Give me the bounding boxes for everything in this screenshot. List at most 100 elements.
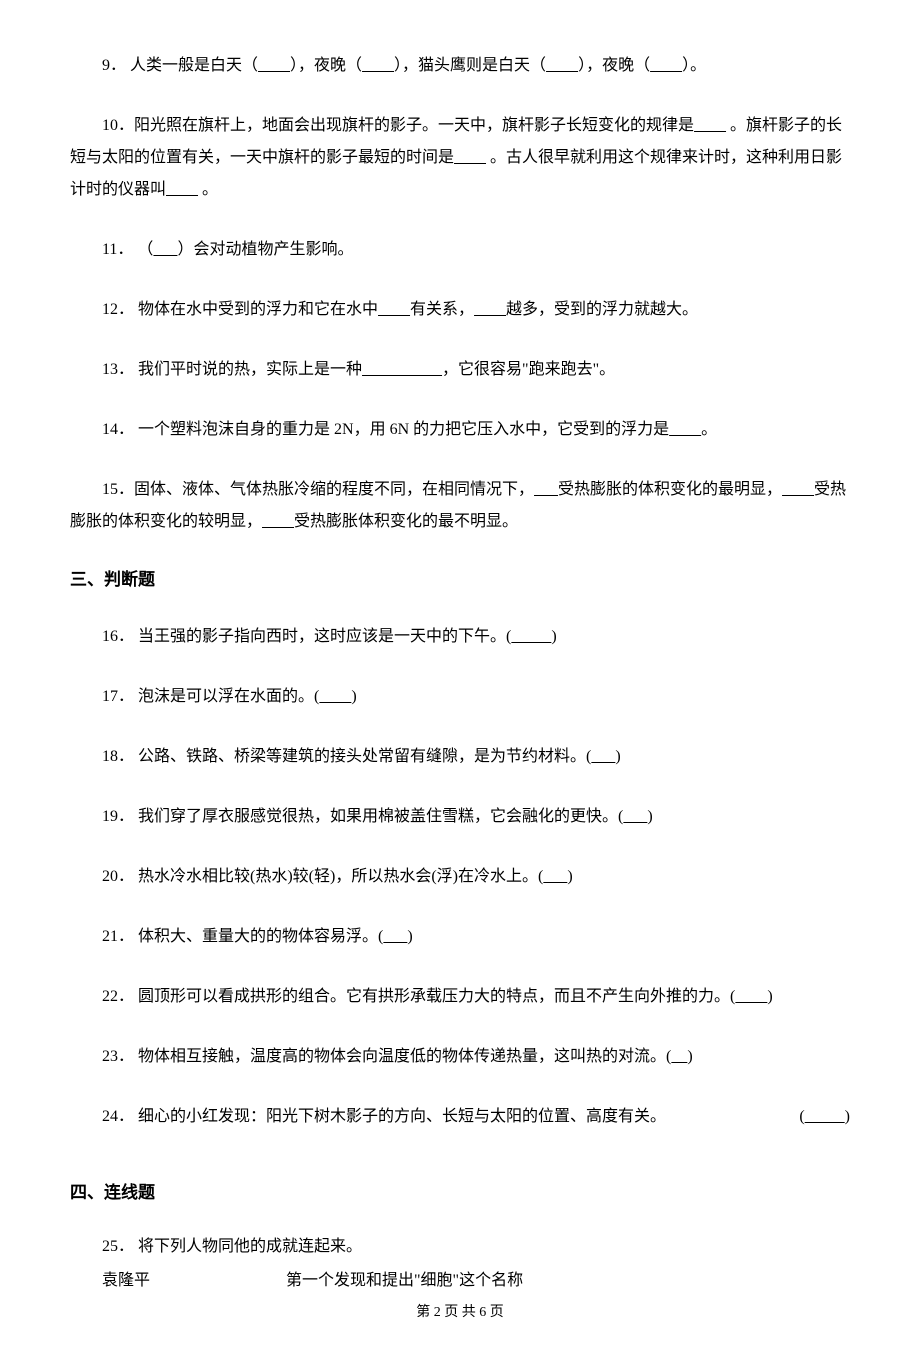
question-10: 10．阳光照在旗杆上，地面会出现旗杆的影子。一天中，旗杆影子长短变化的规律是 。… [70, 110, 850, 206]
footer-t1: 第 [416, 1305, 434, 1320]
q21-num: 21． [102, 928, 134, 945]
q25-text: 将下列人物同他的成就连起来。 [138, 1238, 362, 1255]
question-11: 11． （ ）会对动植物产生影响。 [70, 234, 850, 266]
q9-blank-4[interactable] [650, 57, 682, 74]
q18-text: 公路、铁路、桥梁等建筑的接头处常留有缝隙，是为节约材料。( [138, 748, 591, 765]
question-12: 12． 物体在水中受到的浮力和它在水中 有关系， 越多，受到的浮力就越大。 [70, 294, 850, 326]
q24-text: 细心的小红发现：阳光下树木影子的方向、长短与太阳的位置、高度有关。 [138, 1108, 666, 1125]
question-23: 23． 物体相互接触，温度高的物体会向温度低的物体传递热量，这叫热的对流。( ) [70, 1041, 850, 1073]
q17-text: 泡沫是可以浮在水面的。( [138, 688, 319, 705]
q23-close: ) [687, 1048, 692, 1065]
q9-t3: ），猫头鹰则是白天（ [394, 57, 546, 74]
q11-t2: ）会对动植物产生影响。 [177, 241, 353, 258]
q22-text: 圆顶形可以看成拱形的组合。它有拱形承载压力大的特点，而且不产生向外推的力。( [138, 988, 735, 1005]
q21-blank[interactable] [383, 928, 407, 945]
q15-blank-1[interactable] [534, 481, 558, 498]
question-22: 22． 圆顶形可以看成拱形的组合。它有拱形承载压力大的特点，而且不产生向外推的力… [70, 981, 850, 1013]
q16-blank[interactable] [511, 628, 551, 645]
q23-blank[interactable] [671, 1048, 687, 1065]
q13-blank-1[interactable] [362, 361, 442, 378]
q15-t2: 受热膨胀的体积变化的最明显， [558, 481, 782, 498]
q19-num: 19． [102, 808, 134, 825]
q14-t1: 一个塑料泡沫自身的重力是 2N，用 6N 的力把它压入水中，它受到的浮力是 [138, 421, 669, 438]
q11-num: 11． [102, 241, 133, 258]
question-18: 18． 公路、铁路、桥梁等建筑的接头处常留有缝隙，是为节约材料。( ) [70, 741, 850, 773]
q9-t5: ）。 [682, 57, 706, 74]
q19-text: 我们穿了厚衣服感觉很热，如果用棉被盖住雪糕，它会融化的更快。( [138, 808, 623, 825]
question-14: 14． 一个塑料泡沫自身的重力是 2N，用 6N 的力把它压入水中，它受到的浮力… [70, 414, 850, 446]
q10-num: 10． [102, 117, 134, 134]
q21-close: ) [407, 928, 412, 945]
q9-num: 9． [102, 57, 126, 74]
q20-blank[interactable] [543, 868, 567, 885]
q16-num: 16． [102, 628, 134, 645]
q11-t1: （ [137, 241, 153, 258]
question-17: 17． 泡沫是可以浮在水面的。( ) [70, 681, 850, 713]
q17-close: ) [351, 688, 356, 705]
page-footer: 第 2 页 共 6 页 [70, 1302, 850, 1324]
q24-num: 24． [102, 1108, 134, 1125]
q22-num: 22． [102, 988, 134, 1005]
matching-left-1[interactable]: 袁隆平 [102, 1268, 282, 1294]
q20-num: 20． [102, 868, 134, 885]
q15-num: 15． [102, 481, 134, 498]
q18-blank[interactable] [591, 748, 615, 765]
q11-blank-1[interactable] [153, 241, 177, 258]
q24-bracket-right: ( ) [767, 1101, 850, 1133]
q16-text: 当王强的影子指向西时，这时应该是一天中的下午。( [138, 628, 511, 645]
q23-num: 23． [102, 1048, 134, 1065]
footer-t2: 页 共 [441, 1305, 480, 1320]
footer-cur: 2 [434, 1305, 441, 1320]
q22-blank[interactable] [735, 988, 767, 1005]
section-4-heading: 四、连线题 [70, 1179, 850, 1206]
q18-num: 18． [102, 748, 134, 765]
q12-num: 12． [102, 301, 134, 318]
q23-text: 物体相互接触，温度高的物体会向温度低的物体传递热量，这叫热的对流。( [138, 1048, 671, 1065]
matching-row-1: 袁隆平 第一个发现和提出"细胞"这个名称 [70, 1268, 850, 1294]
q10-t4: 。 [198, 181, 218, 198]
q25-num: 25． [102, 1238, 134, 1255]
q19-close: ) [647, 808, 652, 825]
q22-close: ) [767, 988, 772, 1005]
q20-close: ) [567, 868, 572, 885]
matching-right-1[interactable]: 第一个发现和提出"细胞"这个名称 [286, 1272, 523, 1289]
question-20: 20． 热水冷水相比较(热水)较(轻)，所以热水会(浮)在冷水上。( ) [70, 861, 850, 893]
question-13: 13． 我们平时说的热，实际上是一种 ，它很容易"跑来跑去"。 [70, 354, 850, 386]
q17-num: 17． [102, 688, 134, 705]
q24-blank[interactable] [805, 1108, 845, 1125]
q12-t3: 越多，受到的浮力就越大。 [506, 301, 698, 318]
question-25: 25． 将下列人物同他的成就连起来。 [70, 1234, 850, 1260]
q12-t1: 物体在水中受到的浮力和它在水中 [138, 301, 378, 318]
q15-t1: 固体、液体、气体热胀冷缩的程度不同，在相同情况下， [134, 481, 534, 498]
q20-text: 热水冷水相比较(热水)较(轻)，所以热水会(浮)在冷水上。( [138, 868, 543, 885]
footer-total: 6 [479, 1305, 486, 1320]
q10-blank-1[interactable] [694, 117, 726, 134]
q10-blank-3[interactable] [166, 181, 198, 198]
q9-blank-1[interactable] [258, 57, 290, 74]
q15-blank-2[interactable] [782, 481, 814, 498]
q14-t2: 。 [701, 421, 717, 438]
q18-close: ) [615, 748, 620, 765]
q9-blank-2[interactable] [362, 57, 394, 74]
q15-t4: 受热膨胀体积变化的最不明显。 [294, 513, 518, 530]
q10-blank-2[interactable] [454, 149, 486, 166]
question-15: 15．固体、液体、气体热胀冷缩的程度不同，在相同情况下， 受热膨胀的体积变化的最… [70, 474, 850, 538]
q9-blank-3[interactable] [546, 57, 578, 74]
q10-t1: 阳光照在旗杆上，地面会出现旗杆的影子。一天中，旗杆影子长短变化的规律是 [134, 117, 694, 134]
q12-blank-2[interactable] [474, 301, 506, 318]
question-21: 21． 体积大、重量大的的物体容易浮。( ) [70, 921, 850, 953]
q19-blank[interactable] [623, 808, 647, 825]
q15-blank-3[interactable] [262, 513, 294, 530]
q16-close: ) [551, 628, 556, 645]
q12-blank-1[interactable] [378, 301, 410, 318]
q17-blank[interactable] [319, 688, 351, 705]
question-9: 9． 人类一般是白天（ ），夜晚（ ），猫头鹰则是白天（ ），夜晚（ ）。 [70, 50, 850, 82]
question-16: 16． 当王强的影子指向西时，这时应该是一天中的下午。( ) [70, 621, 850, 653]
q12-t2: 有关系， [410, 301, 474, 318]
q14-blank-1[interactable] [669, 421, 701, 438]
q13-num: 13． [102, 361, 134, 378]
q14-num: 14． [102, 421, 134, 438]
q9-t1: 人类一般是白天（ [130, 57, 258, 74]
q24-close: ) [845, 1108, 850, 1125]
question-24: 24． 细心的小红发现：阳光下树木影子的方向、长短与太阳的位置、高度有关。 ( … [70, 1101, 850, 1133]
